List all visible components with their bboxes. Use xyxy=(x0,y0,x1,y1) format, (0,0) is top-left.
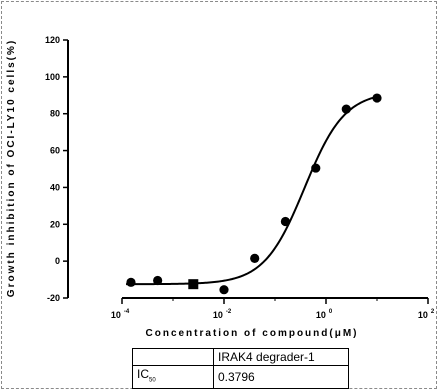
y-tick-label: 60 xyxy=(50,146,60,156)
fit-curve-layer xyxy=(126,95,379,286)
ic50-table: IRAK4 degrader-1 IC50 0.3796 xyxy=(132,348,349,390)
y-tick-label: 100 xyxy=(45,72,60,82)
ic-label-subscript: 50 xyxy=(149,377,156,384)
x-tick-base: 10 xyxy=(213,310,223,320)
x-tick-exponent: -4 xyxy=(124,309,130,315)
data-point xyxy=(126,277,136,287)
x-tick-label: 10 2 xyxy=(418,309,435,320)
table-header-row: IRAK4 degrader-1 xyxy=(132,348,349,366)
data-point xyxy=(372,93,382,103)
x-tick-label: 10 -2 xyxy=(213,309,232,320)
data-point xyxy=(219,285,229,295)
fit-curve-line xyxy=(126,95,379,286)
data-point xyxy=(153,275,163,286)
y-tick-label: 40 xyxy=(50,182,60,192)
x-tick-exponent: 0 xyxy=(329,309,333,315)
x-tick-exponent: 2 xyxy=(431,309,435,315)
x-tick-label: 10 0 xyxy=(316,309,333,320)
table-row: IC50 0.3796 xyxy=(132,364,349,390)
y-tick-label: -20 xyxy=(47,293,60,303)
data-points-layer xyxy=(126,93,382,295)
y-tick-label: 80 xyxy=(50,109,60,119)
y-axis-title: Growth inhibition of OCI-LY10 cells(%) xyxy=(6,39,17,297)
data-point xyxy=(250,253,260,263)
table-header-empty-cell xyxy=(132,348,214,366)
y-tick-label: 0 xyxy=(55,256,60,266)
data-point xyxy=(341,104,351,114)
x-tick-label: 10 -4 xyxy=(111,309,130,320)
table-header-compound: IRAK4 degrader-1 xyxy=(213,348,349,366)
x-axis-title: Concentration of compound(μM) xyxy=(146,328,359,339)
data-point xyxy=(311,163,321,173)
ic-label-text: IC xyxy=(137,367,149,381)
x-tick-base: 10 xyxy=(316,310,326,320)
data-point-square xyxy=(188,279,199,290)
table-ic50-value: 0.3796 xyxy=(213,364,349,390)
y-tick-label: 20 xyxy=(50,219,60,229)
x-tick-base: 10 xyxy=(111,310,121,320)
table-row-label: IC50 xyxy=(132,364,214,390)
x-tick-base: 10 xyxy=(418,310,428,320)
x-tick-exponent: -2 xyxy=(226,309,232,315)
y-tick-label: 120 xyxy=(45,35,60,45)
data-point xyxy=(280,216,291,227)
